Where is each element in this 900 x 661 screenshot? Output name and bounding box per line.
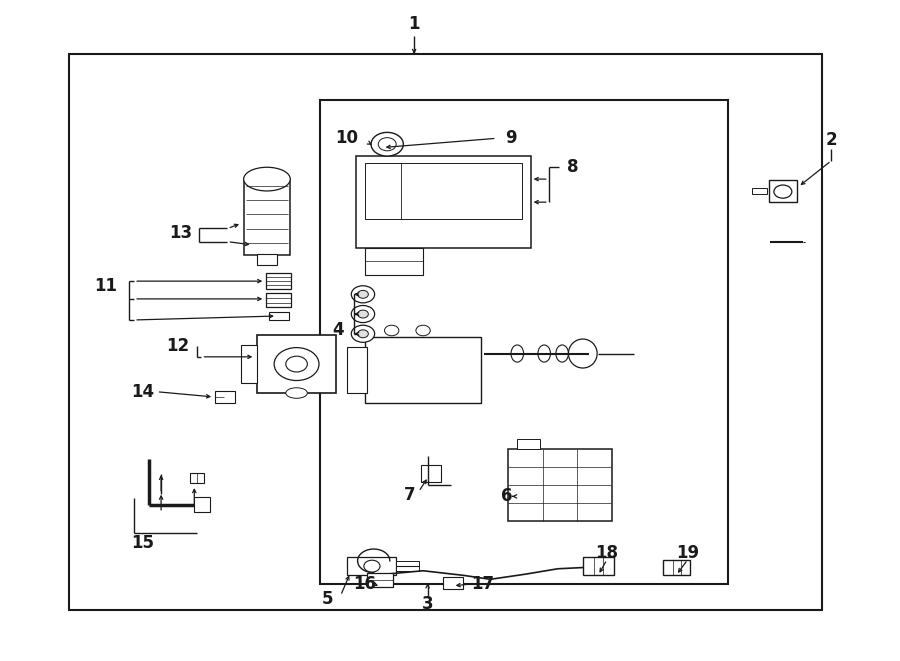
Circle shape [364,561,380,572]
Text: 2: 2 [825,131,837,149]
Bar [266,272,292,289]
Ellipse shape [244,167,291,191]
Text: 15: 15 [130,534,154,552]
Ellipse shape [569,339,597,368]
Circle shape [351,325,374,342]
Text: 18: 18 [596,544,618,562]
Bar [752,188,767,194]
Bar [190,473,204,483]
Text: 7: 7 [404,486,416,504]
Circle shape [357,330,368,338]
Bar [364,337,482,403]
Circle shape [378,137,396,151]
Text: 1: 1 [409,15,420,34]
Text: 4: 4 [332,321,344,340]
Text: 19: 19 [676,544,699,562]
Circle shape [351,286,374,303]
Circle shape [416,325,430,336]
Bar [364,163,522,219]
Bar [257,254,277,264]
Circle shape [351,305,374,323]
Bar [194,497,211,512]
Circle shape [286,356,307,372]
Circle shape [774,185,792,198]
Bar [320,100,728,584]
Ellipse shape [538,345,551,362]
Bar [269,312,289,320]
Circle shape [371,132,403,156]
Bar [68,54,823,610]
Bar [346,347,366,393]
Bar [215,391,235,403]
Bar [257,335,336,393]
Bar [266,293,292,307]
Text: 9: 9 [505,130,517,147]
Bar [367,572,392,587]
Bar [508,449,611,522]
Circle shape [274,348,319,381]
Text: 8: 8 [567,158,579,176]
Text: 5: 5 [321,590,333,608]
Text: 14: 14 [130,383,154,401]
Bar [396,561,418,571]
Text: 12: 12 [166,336,190,355]
Text: 13: 13 [169,224,193,242]
Bar [364,249,423,274]
Text: 11: 11 [94,278,117,295]
Text: 6: 6 [500,487,512,506]
Bar [421,465,441,482]
Text: 3: 3 [422,595,434,613]
Ellipse shape [511,345,524,362]
Bar [356,156,531,249]
Bar [662,560,689,575]
Ellipse shape [286,388,307,399]
Bar [769,180,797,202]
Bar [241,345,257,383]
Bar [244,179,291,254]
Text: 10: 10 [336,130,358,147]
Bar [346,557,396,575]
Bar [518,439,540,449]
Circle shape [357,290,368,298]
Text: 17: 17 [472,575,495,593]
Ellipse shape [556,345,569,362]
Bar [443,576,463,588]
Circle shape [384,325,399,336]
Text: 16: 16 [354,575,376,593]
Bar [583,557,614,575]
Circle shape [357,310,368,318]
